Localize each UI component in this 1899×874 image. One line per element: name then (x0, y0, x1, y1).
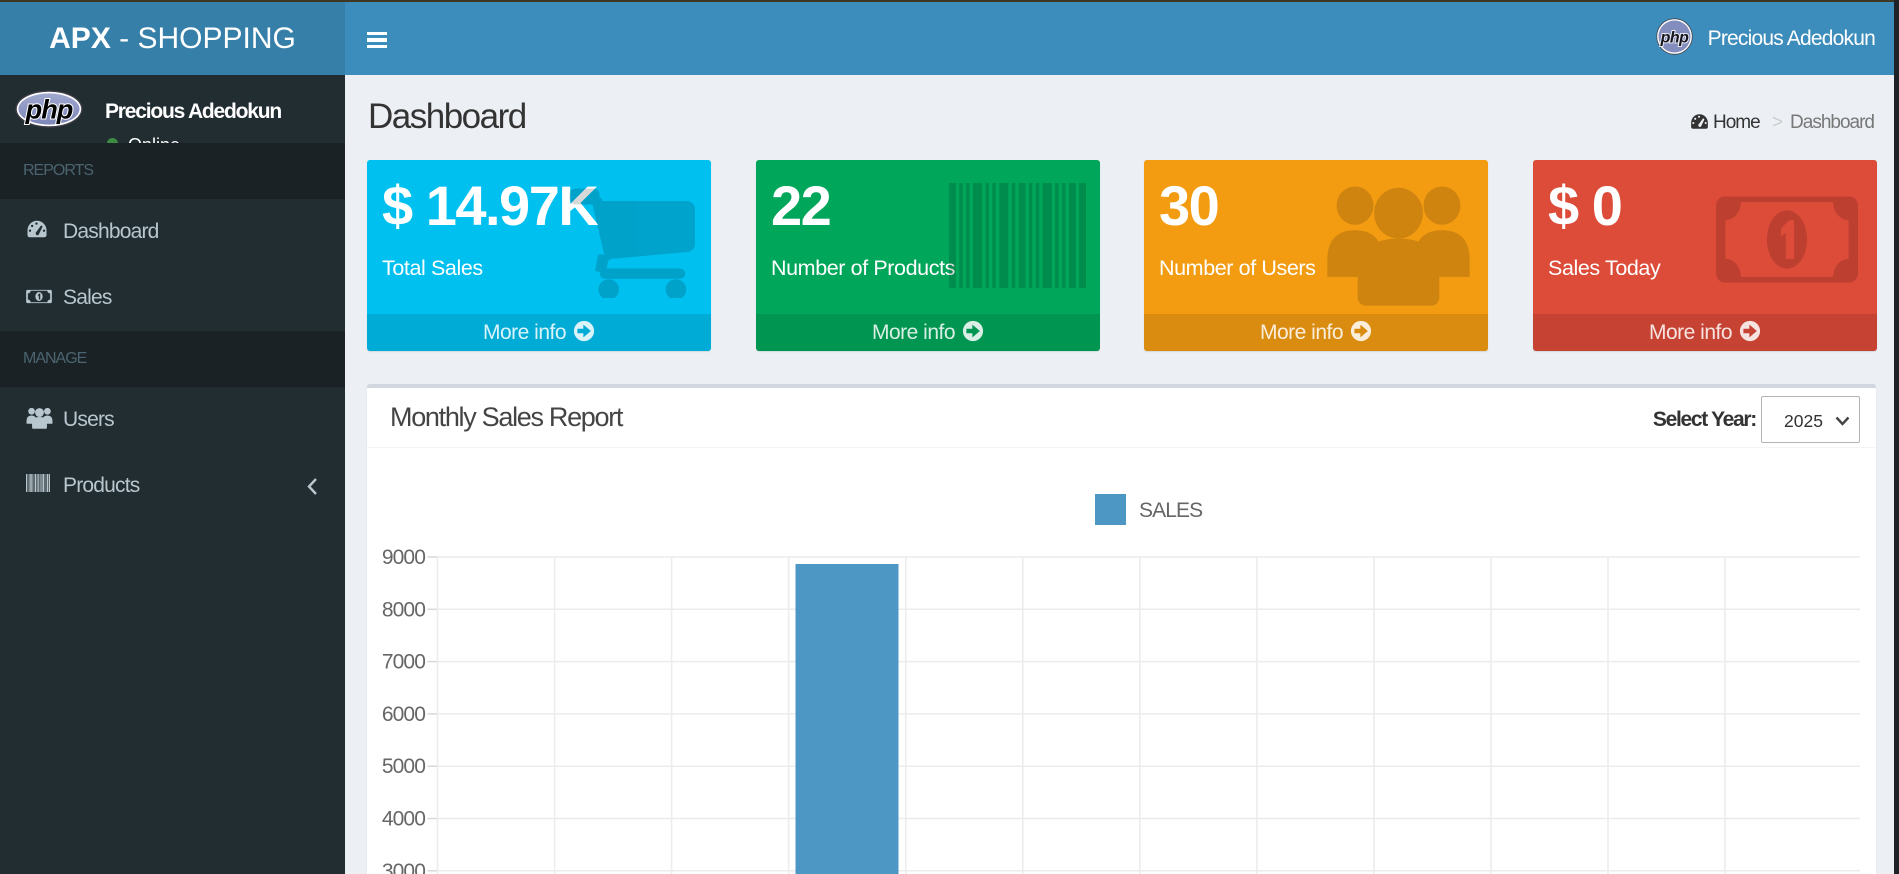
svg-text:4000: 4000 (382, 808, 425, 831)
svg-text:5000: 5000 (382, 755, 425, 778)
svg-text:php: php (25, 94, 73, 125)
svg-text:9000: 9000 (382, 546, 425, 569)
svg-text:SALES: SALES (1139, 499, 1203, 522)
svg-text:php: php (1659, 29, 1689, 46)
svg-text:6000: 6000 (382, 703, 425, 726)
svg-text:8000: 8000 (382, 598, 425, 621)
svg-text:3000: 3000 (382, 860, 425, 874)
svg-text:7000: 7000 (382, 651, 425, 674)
